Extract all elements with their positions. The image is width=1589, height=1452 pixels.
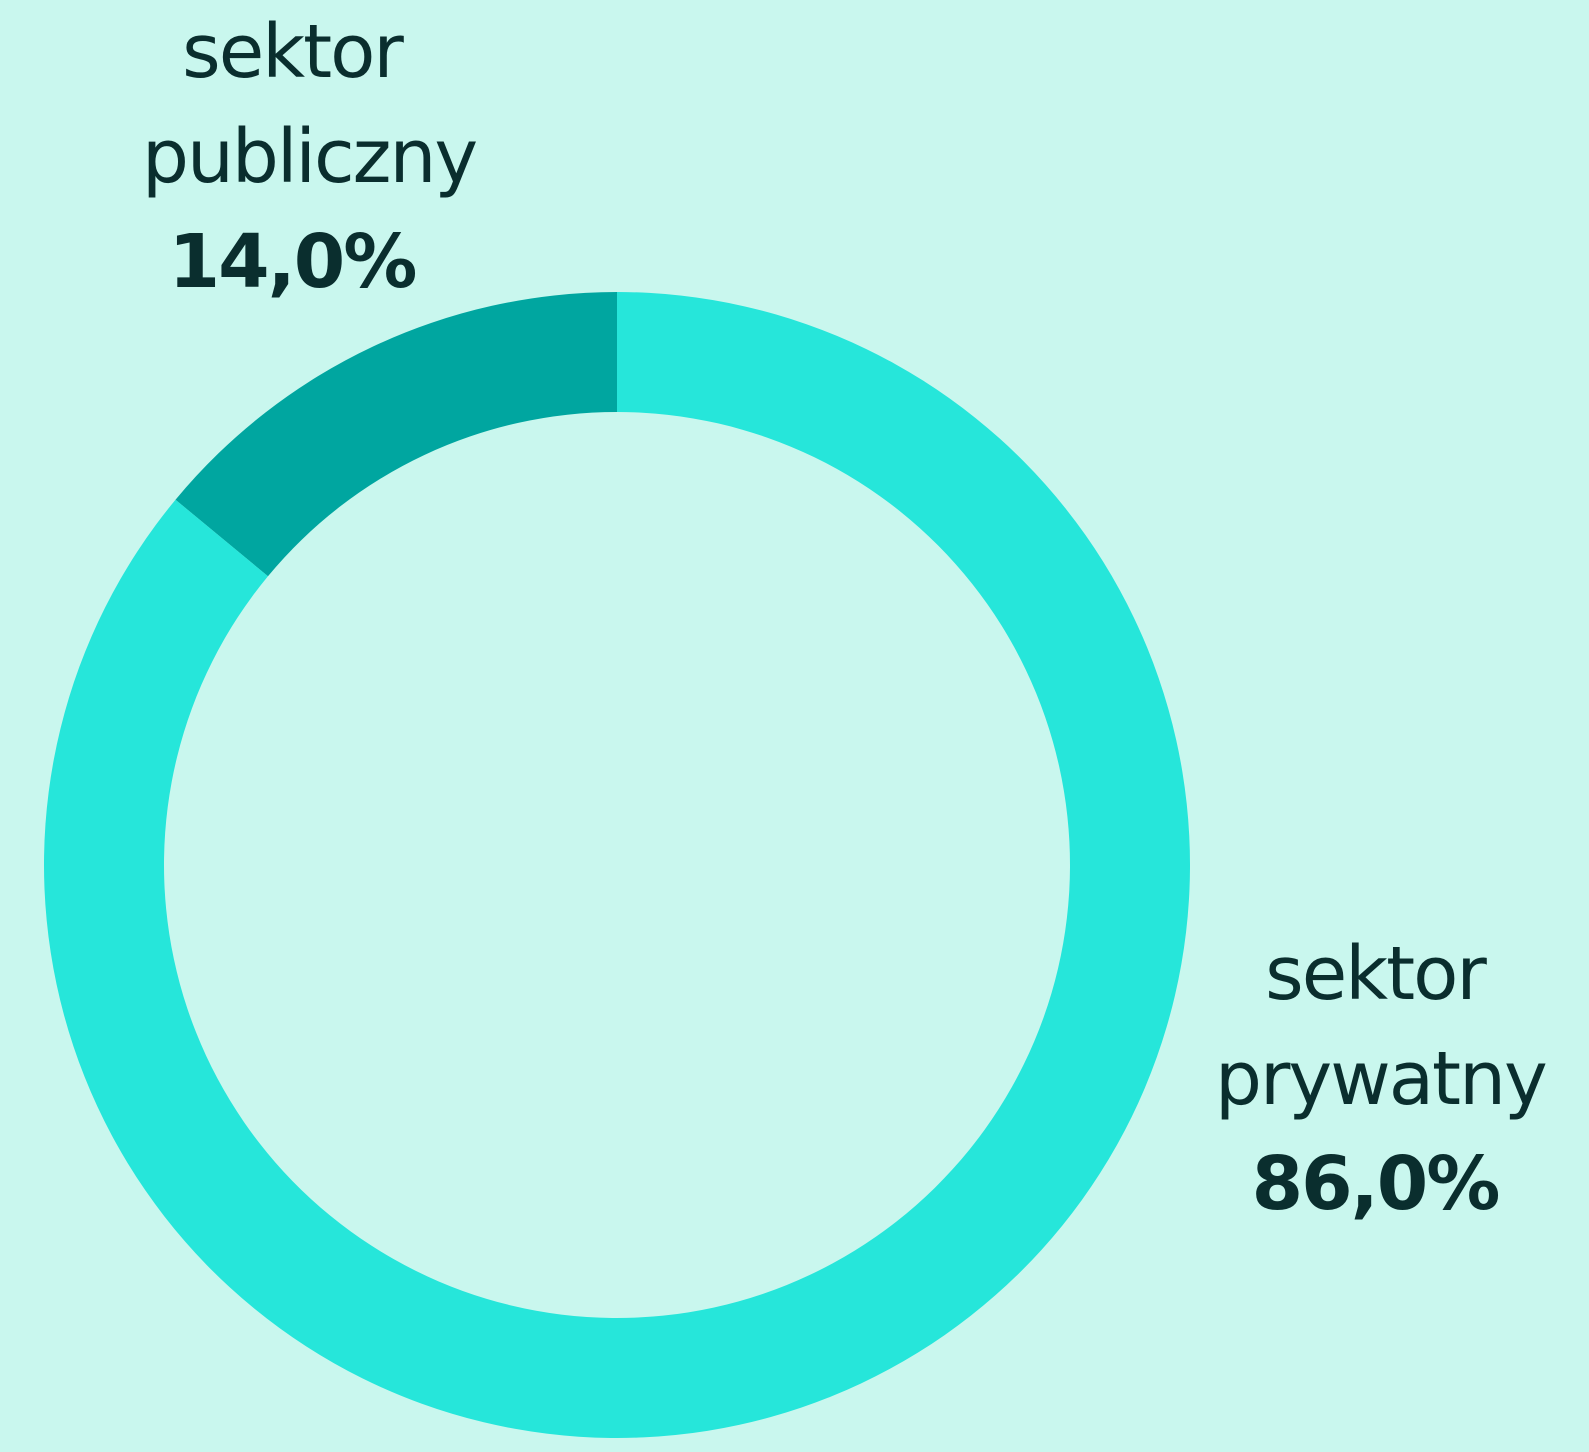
label-public: sektor publiczny 14,0% — [82, 0, 502, 315]
label-private: sektor prywatny 86,0% — [1165, 922, 1585, 1237]
donut-segment — [175, 292, 617, 577]
category-label: sektor publiczny — [142, 9, 478, 200]
category-label: sektor prywatny — [1215, 931, 1548, 1122]
value-label: 86,0% — [1251, 1141, 1501, 1227]
value-label: 14,0% — [168, 219, 418, 305]
